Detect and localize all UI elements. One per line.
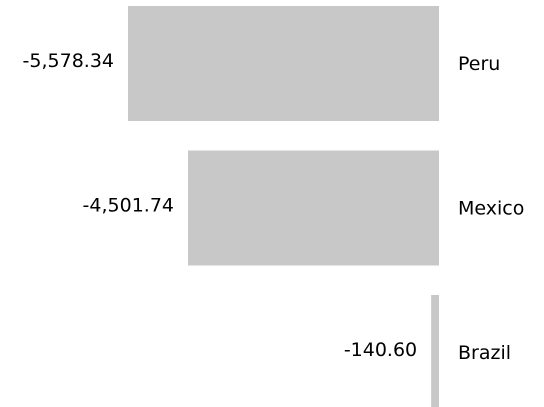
bar <box>128 6 439 121</box>
category-label: Mexico <box>458 198 524 220</box>
value-label: -5,578.34 <box>23 50 114 72</box>
bar <box>431 295 439 407</box>
category-label: Brazil <box>458 342 511 364</box>
category-label: Peru <box>458 53 500 75</box>
bar <box>188 150 439 266</box>
value-label: -4,501.74 <box>83 195 174 217</box>
value-label: -140.60 <box>344 339 417 361</box>
